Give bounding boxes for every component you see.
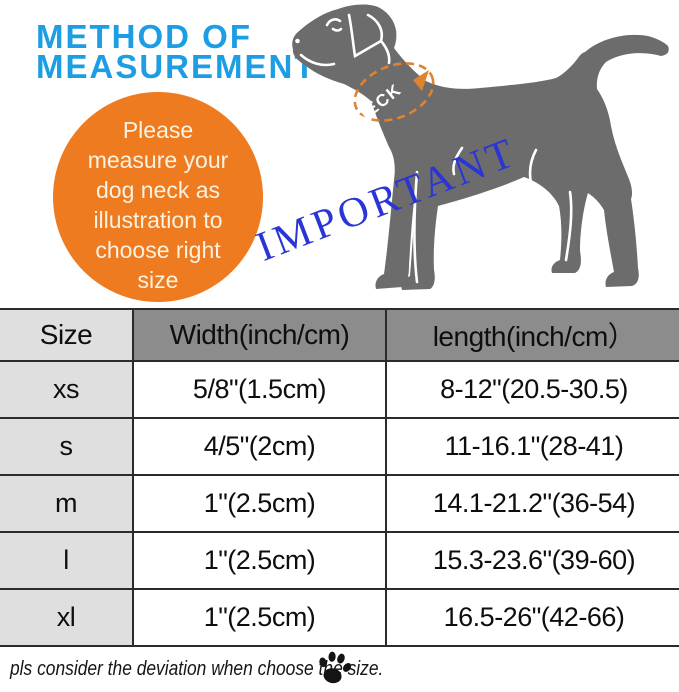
cell-size: l [0, 531, 134, 590]
dashed-measuring-loop-icon [353, 62, 435, 122]
paw-print-icon [319, 651, 352, 684]
page-title-line2: MEASUREMENT [36, 48, 317, 85]
dog-detail-lines [299, 13, 573, 284]
column-header-width: Width(inch/cm) [132, 308, 387, 362]
bubble-line: dog neck as [95, 177, 221, 203]
size-table: Size Width(inch/cm) length(inch/cm） xs 5/… [0, 308, 679, 647]
bubble-line: size [137, 267, 179, 293]
cell-width: 1"(2.5cm) [132, 474, 387, 533]
cell-length: 14.1-21.2"(36-54) [385, 474, 679, 533]
cell-size: xl [0, 588, 134, 647]
bubble-line: measure your [87, 147, 229, 173]
table-row: xl 1"(2.5cm) 16.5-26"(42-66) [0, 588, 679, 647]
bubble-line: illustration to [93, 207, 223, 233]
table-row: l 1"(2.5cm) 15.3-23.6"(39-60) [0, 531, 679, 590]
cell-length: 8-12"(20.5-30.5) [385, 360, 679, 419]
dog-silhouette-icon: NECK [292, 4, 669, 290]
cell-width: 1"(2.5cm) [132, 588, 387, 647]
bubble-line: Please [122, 117, 194, 143]
cell-length: 15.3-23.6"(39-60) [385, 531, 679, 590]
measure-arrowhead-icon [413, 70, 429, 91]
cell-size: s [0, 417, 134, 476]
cell-size: m [0, 474, 134, 533]
cell-length: 16.5-26"(42-66) [385, 588, 679, 647]
column-header-length: length(inch/cm） [385, 308, 679, 362]
cell-width: 4/5"(2cm) [132, 417, 387, 476]
cell-width: 5/8"(1.5cm) [132, 360, 387, 419]
dog-nostril-dot [295, 38, 300, 44]
instruction-bubble-text: Please measure your dog neck as illustra… [53, 115, 263, 295]
table-row: m 1"(2.5cm) 14.1-21.2"(36-54) [0, 474, 679, 533]
table-row: xs 5/8"(1.5cm) 8-12"(20.5-30.5) [0, 360, 679, 419]
page-title-line1: METHOD OF [36, 18, 252, 55]
size-table-body: xs 5/8"(1.5cm) 8-12"(20.5-30.5) s 4/5"(2cm) 1… [0, 360, 679, 647]
instruction-bubble: Please measure your dog neck as illustra… [53, 92, 263, 302]
table-row: s 4/5"(2cm) 11-16.1"(28-41) [0, 417, 679, 476]
cell-width: 1"(2.5cm) [132, 531, 387, 590]
bubble-line: choose right [95, 237, 221, 263]
page-title: METHOD OF MEASUREMENT [36, 18, 317, 85]
cell-size: xs [0, 360, 134, 419]
cell-length: 11-16.1"(28-41) [385, 417, 679, 476]
column-header-size: Size [0, 308, 134, 362]
table-header-row: Size Width(inch/cm) length(inch/cm） [0, 308, 679, 362]
deviation-note: pls consider the deviation when choose t… [10, 658, 384, 680]
